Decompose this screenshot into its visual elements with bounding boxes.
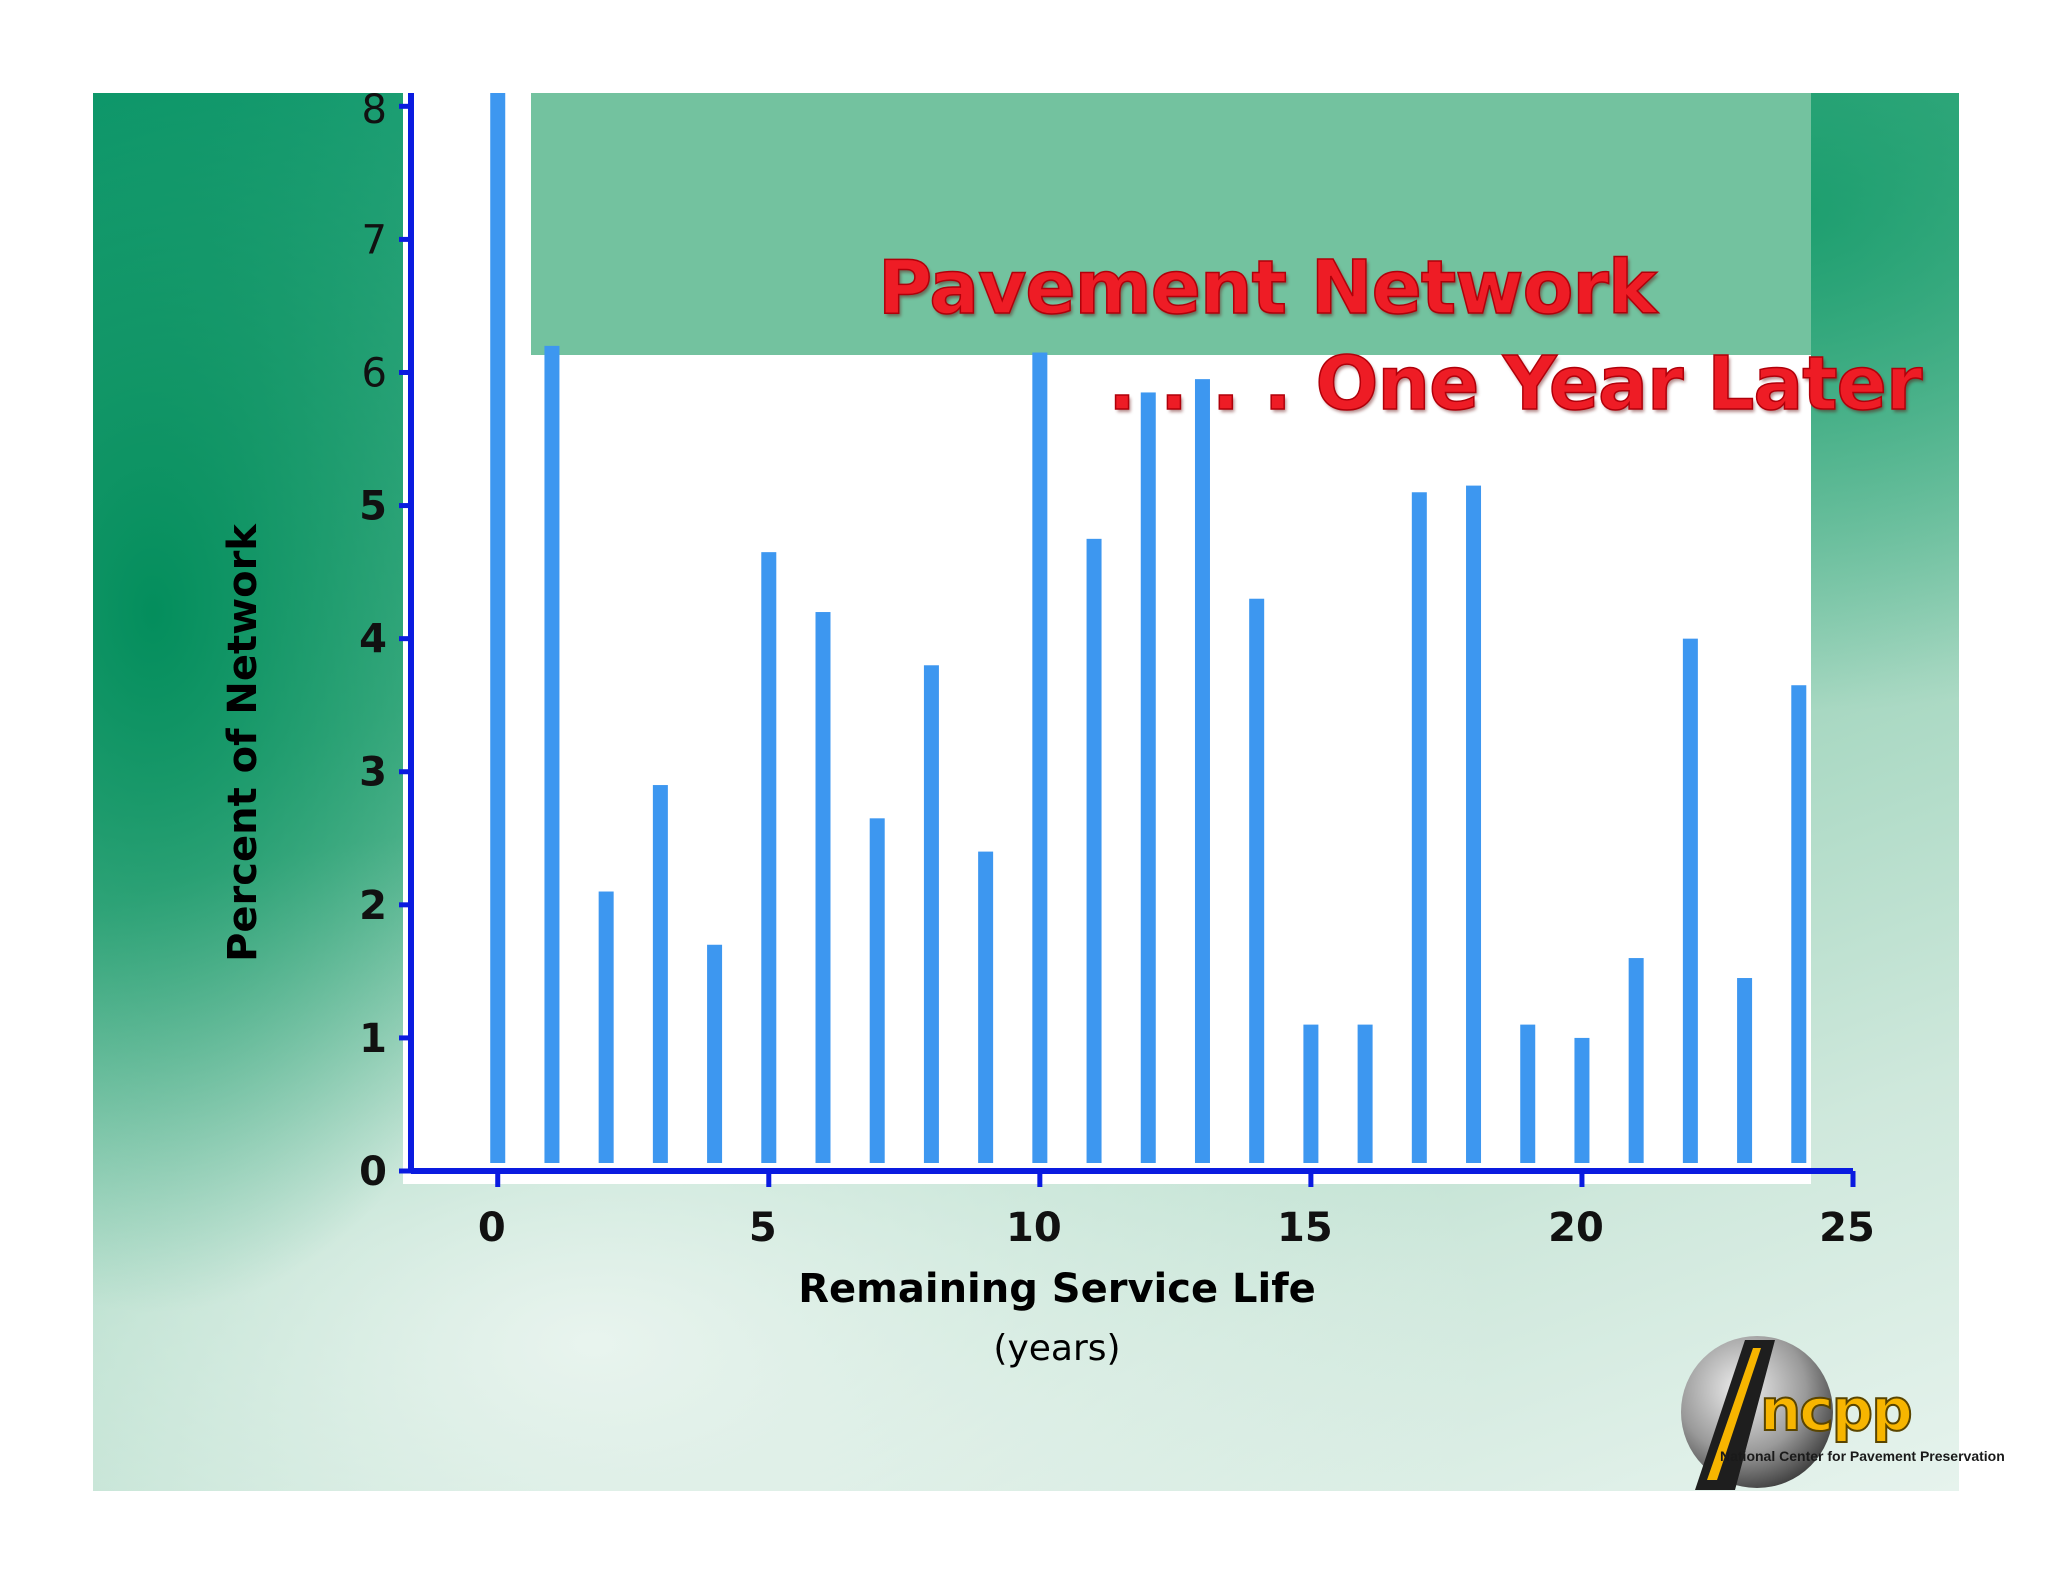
- chart: 0 1 2 3 4 5 6 7 8 0 5 10 15 20 25 Percent of Network R…: [220, 93, 1875, 1369]
- y-tick-label-6: 6: [362, 350, 387, 396]
- x-tick-label-15: 15: [1277, 1205, 1333, 1251]
- bar-4: [707, 944, 723, 1163]
- bar-11: [1086, 538, 1102, 1163]
- bar-6: [815, 612, 831, 1163]
- bar-2: [598, 891, 614, 1163]
- logo-subtitle: National Center for Pavement Preservatio…: [1720, 1448, 2005, 1464]
- y-tick-label-2: 2: [359, 883, 387, 929]
- bar-21: [1628, 958, 1644, 1163]
- bar-7: [869, 818, 885, 1163]
- bar-22: [1682, 638, 1698, 1163]
- bar-13: [1194, 379, 1210, 1163]
- x-axis-sublabel: (years): [993, 1328, 1120, 1369]
- bar-19: [1520, 1024, 1536, 1163]
- bar-20: [1574, 1037, 1590, 1163]
- bar-10: [1032, 352, 1048, 1163]
- bar-12: [1140, 392, 1156, 1163]
- slide-title-line-1: Pavement Network: [877, 244, 1658, 332]
- y-axis-label: Percent of Network: [220, 523, 266, 962]
- bar-24: [1791, 685, 1807, 1163]
- bar-16: [1357, 1024, 1373, 1163]
- x-tick-label-25: 25: [1819, 1205, 1875, 1251]
- bar-0: [490, 93, 506, 1163]
- bar-14: [1249, 598, 1265, 1163]
- x-tick-label-10: 10: [1006, 1205, 1062, 1251]
- slide: 0 1 2 3 4 5 6 7 8 0 5 10 15 20 25 Percent of Network R…: [93, 93, 1959, 1491]
- y-tick-label-7: 7: [362, 217, 387, 263]
- x-axis-label: Remaining Service Life: [798, 1266, 1315, 1312]
- bar-9: [978, 851, 994, 1163]
- bars: [490, 93, 1807, 1163]
- axes: 0 1 2 3 4 5 6 7 8 0 5 10 15 20 25: [359, 93, 1875, 1251]
- ncpp-logo: [1681, 1336, 1833, 1490]
- bar-1: [544, 345, 560, 1163]
- bar-15: [1303, 1024, 1319, 1163]
- bar-23: [1737, 978, 1753, 1163]
- logo-wordmark: ncpp: [1759, 1375, 1914, 1445]
- bar-3: [652, 785, 668, 1163]
- bar-17: [1411, 492, 1427, 1163]
- logo-road-stripe-icon: [1707, 1348, 1761, 1480]
- y-tick-label-3: 3: [359, 750, 387, 796]
- bar-18: [1466, 485, 1482, 1163]
- y-tick-label-8: 8: [362, 93, 387, 133]
- x-tick-label-0: 0: [478, 1205, 506, 1251]
- title-banner: [531, 93, 1811, 355]
- axis-labels: Percent of Network Remaining Service Lif…: [220, 523, 1316, 1369]
- x-tick-label-20: 20: [1548, 1205, 1604, 1251]
- y-tick-label-5: 5: [359, 484, 387, 530]
- bar-5: [761, 552, 777, 1163]
- y-tick-label-4: 4: [359, 617, 387, 663]
- y-tick-label-0: 0: [359, 1149, 387, 1195]
- x-tick-label-5: 5: [749, 1205, 777, 1251]
- slide-title-line-2: . . . . One Year Later: [1107, 340, 1923, 428]
- bar-8: [923, 665, 939, 1163]
- y-tick-label-1: 1: [359, 1016, 387, 1062]
